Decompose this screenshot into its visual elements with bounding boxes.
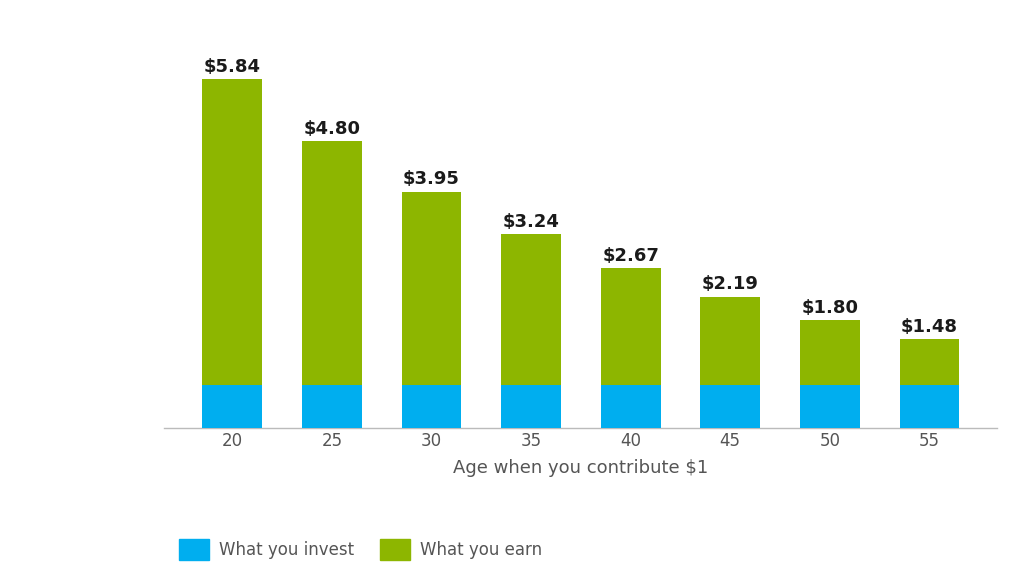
Bar — [900, 385, 959, 428]
Bar — [402, 192, 462, 385]
Bar — [800, 320, 859, 385]
Bar — [203, 79, 262, 385]
Bar — [501, 385, 561, 428]
Y-axis label: How much
your dollar
could be
worth at
age 65: How much your dollar could be worth at a… — [0, 185, 50, 283]
Bar — [600, 268, 661, 385]
Bar — [700, 297, 760, 385]
Bar — [700, 385, 760, 428]
Bar — [800, 385, 859, 428]
Text: $2.67: $2.67 — [602, 247, 659, 264]
Bar — [302, 385, 362, 428]
Bar — [900, 339, 959, 385]
Bar — [203, 385, 262, 428]
Text: $3.24: $3.24 — [503, 213, 559, 231]
Text: $3.95: $3.95 — [403, 170, 460, 188]
Text: $1.80: $1.80 — [802, 299, 858, 316]
Text: $2.19: $2.19 — [702, 275, 759, 294]
Bar — [402, 385, 462, 428]
X-axis label: Age when you contribute $1: Age when you contribute $1 — [453, 459, 708, 477]
Text: $5.84: $5.84 — [204, 58, 261, 76]
Text: $1.48: $1.48 — [901, 317, 958, 336]
Bar — [302, 141, 362, 385]
Bar — [600, 385, 661, 428]
Text: $4.80: $4.80 — [303, 120, 360, 138]
Bar — [501, 234, 561, 385]
Legend: What you invest, What you earn: What you invest, What you earn — [173, 533, 548, 567]
